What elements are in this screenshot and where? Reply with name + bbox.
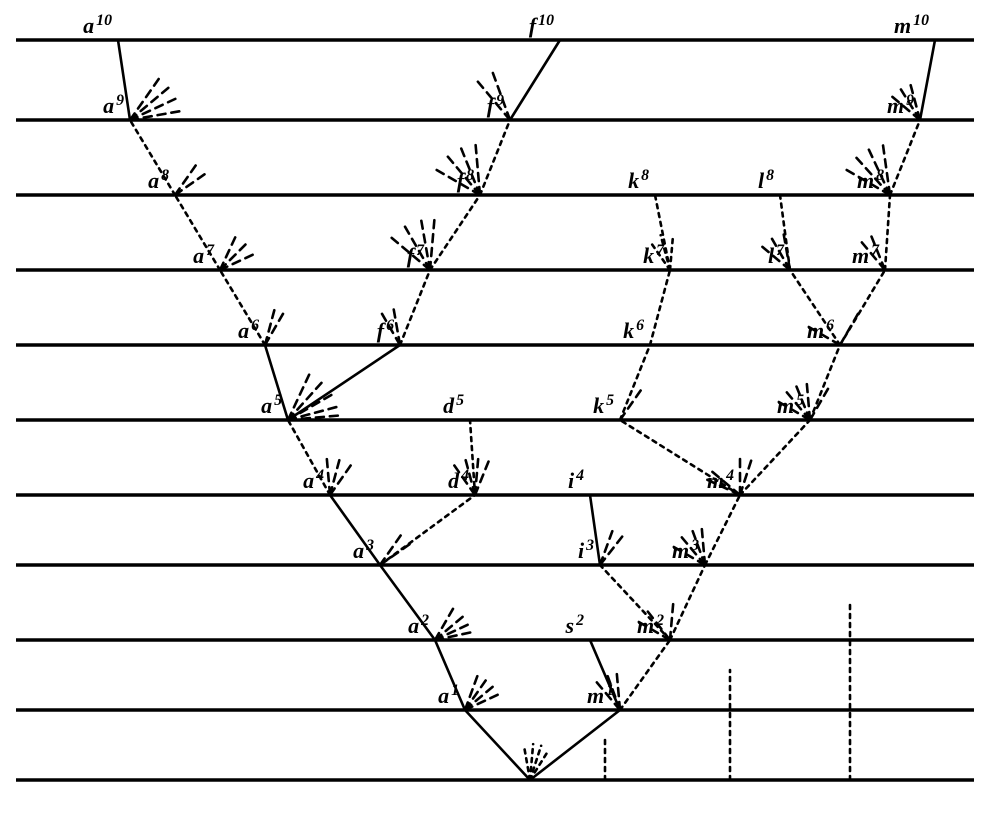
diagram-svg xyxy=(0,0,990,826)
darwin-divergence-diagram: a1m1a2s2m2a3i3m3a4d4i4m4a5d5k5m5a6f6k6m6… xyxy=(0,0,990,826)
